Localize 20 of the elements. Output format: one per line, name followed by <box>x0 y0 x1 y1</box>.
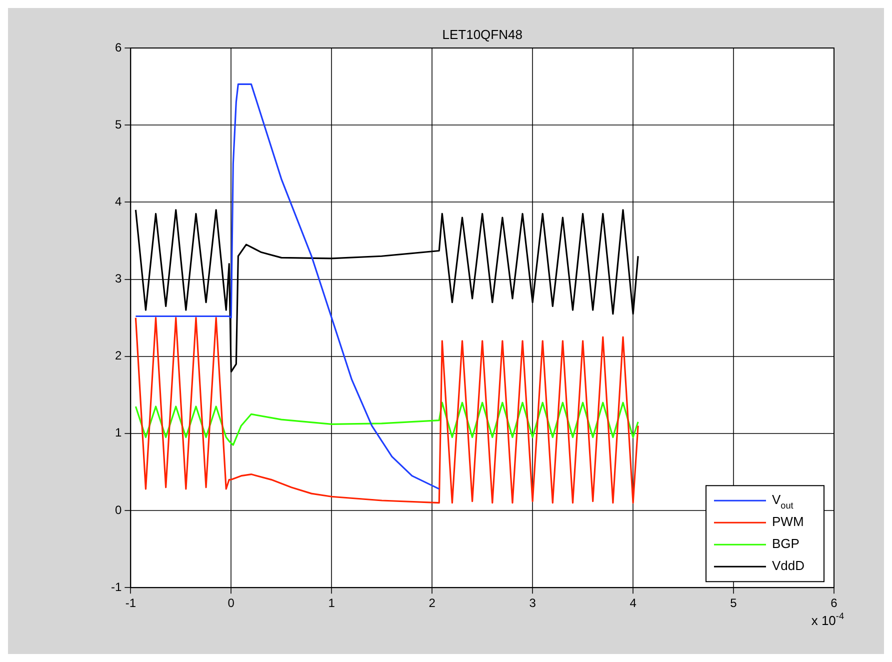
x-tick-label: 6 <box>830 596 838 610</box>
y-tick-label: 5 <box>114 117 122 132</box>
y-tick-label: 4 <box>114 194 122 208</box>
y-tick-label: 6 <box>114 40 122 54</box>
legend-label: BGP <box>772 536 800 552</box>
x-tick-label: 1 <box>328 596 336 610</box>
x-tick-label: 2 <box>428 596 436 610</box>
x-tick-label: 0 <box>228 596 235 610</box>
x-tick-label: 3 <box>529 596 536 610</box>
legend-label: PWM <box>772 514 804 530</box>
x-tick-label: 4 <box>630 596 637 610</box>
legend-label: VddD <box>772 558 805 574</box>
y-tick-label: 0 <box>114 502 122 517</box>
y-tick-label: 3 <box>114 272 122 286</box>
x-tick-label: 5 <box>730 596 738 610</box>
y-tick-label: 1 <box>114 426 122 440</box>
y-tick-label: -1 <box>111 580 122 594</box>
x-tick-label: -1 <box>125 596 136 610</box>
chart-title: LET10QFN48 <box>442 27 522 42</box>
y-tick-label: 2 <box>114 348 122 363</box>
